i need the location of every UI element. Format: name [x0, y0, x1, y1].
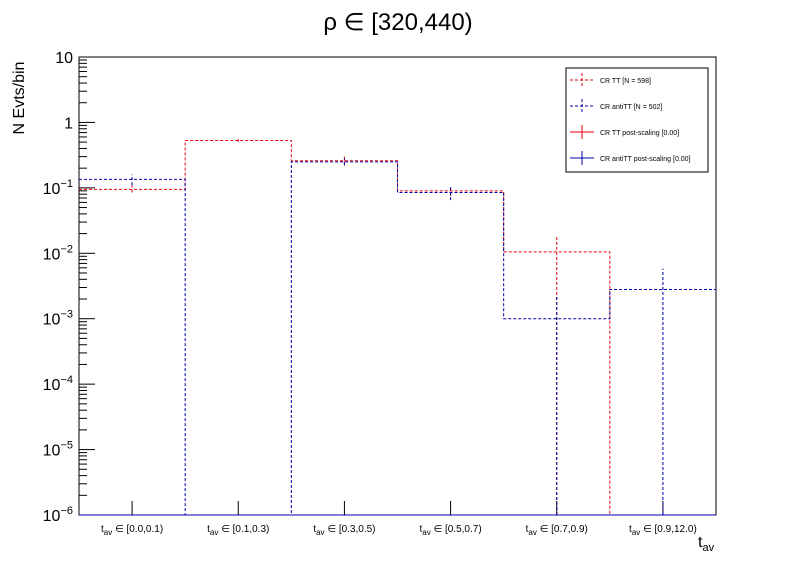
- x-tick-label: tav ∈ [0.3,0.5): [313, 524, 375, 537]
- x-axis-label: tav: [698, 534, 715, 555]
- y-tick-label: 10−1: [43, 178, 73, 198]
- x-tick-label: tav ∈ [0.0,0.1): [101, 524, 163, 537]
- series-0-step: [79, 139, 716, 516]
- y-tick-label: 10−2: [43, 243, 73, 263]
- y-tick-label: 1: [64, 115, 73, 132]
- legend-label: CR antiTT [N = 502]: [600, 104, 662, 111]
- legend-label: CR antiTT post-scaling [0.00]: [600, 156, 691, 163]
- y-tick-label: 10−5: [43, 440, 73, 460]
- x-tick-label: tav ∈ [0.7,0.9): [526, 524, 588, 537]
- series-1-step: [79, 161, 716, 516]
- y-tick-label: 10: [55, 50, 73, 67]
- legend-label: CR TT [N = 598]: [600, 78, 651, 85]
- y-tick-label: 10−3: [43, 309, 73, 329]
- legend-label: CR TT post-scaling [0.00]: [600, 130, 679, 137]
- y-tick-label: 10−4: [43, 374, 73, 394]
- legend-box: [565, 67, 709, 173]
- x-tick-label: tav ∈ [0.9,12.0): [629, 524, 697, 537]
- x-tick-label: tav ∈ [0.1,0.3): [207, 524, 269, 537]
- y-tick-label: 10−6: [43, 505, 73, 525]
- x-tick-label: tav ∈ [0.5,0.7): [419, 524, 481, 537]
- chart-title: ρ ∈ [320,440): [323, 9, 473, 36]
